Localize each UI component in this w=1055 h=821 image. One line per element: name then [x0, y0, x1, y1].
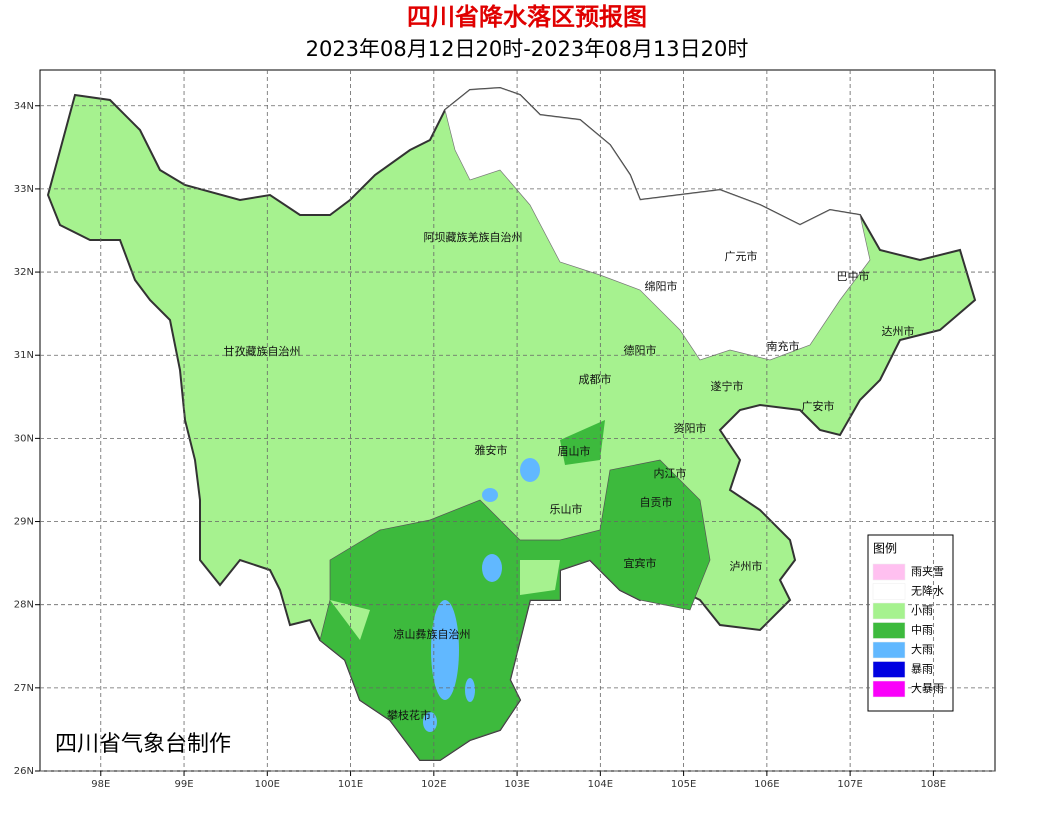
y-tick-label: 26N	[14, 766, 34, 777]
x-tick-label: 108E	[921, 779, 946, 790]
y-tick-label: 32N	[14, 267, 34, 278]
heavy-rain-area	[431, 600, 459, 700]
moderate-rain-area	[560, 420, 605, 465]
legend-label: 小雨	[911, 604, 933, 617]
city-label: 雅安市	[475, 443, 508, 457]
y-tick-label: 34N	[14, 101, 34, 112]
city-label: 广元市	[725, 249, 758, 263]
city-label: 阿坝藏族羌族自治州	[424, 230, 523, 244]
city-label: 遂宁市	[711, 379, 744, 393]
x-tick-label: 102E	[421, 779, 446, 790]
city-label: 宜宾市	[624, 556, 657, 570]
legend-swatch	[872, 641, 906, 659]
city-label: 眉山市	[558, 444, 591, 458]
heavy-rain-area	[465, 678, 475, 702]
y-tick-label: 31N	[14, 350, 34, 361]
heavy-rain-area	[482, 488, 498, 502]
y-tick-label: 27N	[14, 683, 34, 694]
legend-swatch	[872, 563, 906, 581]
legend-swatch	[872, 680, 906, 698]
city-label: 甘孜藏族自治州	[224, 344, 301, 358]
legend-swatch	[872, 602, 906, 620]
city-label: 达州市	[882, 324, 915, 338]
city-label: 内江市	[654, 466, 687, 480]
subtitle: 2023年08月12日20时-2023年08月13日20时	[306, 37, 749, 61]
x-tick-label: 100E	[255, 779, 280, 790]
precip-regions	[46, 86, 977, 761]
title: 四川省降水落区预报图	[407, 3, 647, 31]
legend-label: 无降水	[911, 584, 944, 598]
x-tick-label: 98E	[91, 779, 110, 790]
x-tick-label: 107E	[837, 779, 862, 790]
legend-label: 中雨	[911, 624, 933, 637]
x-tick-label: 104E	[588, 779, 613, 790]
y-tick-label: 33N	[14, 184, 34, 195]
legend-swatch	[872, 583, 906, 600]
legend-swatch	[872, 622, 906, 639]
city-label: 广安市	[802, 399, 835, 413]
heavy-rain-area	[520, 458, 540, 482]
city-label: 泸州市	[730, 559, 763, 573]
legend-title: 图例	[873, 542, 897, 556]
city-label: 资阳市	[674, 421, 707, 435]
moderate-rain-area	[319, 459, 711, 761]
city-label: 自贡市	[640, 495, 673, 509]
city-label: 南充市	[767, 339, 800, 353]
legend-label: 暴雨	[911, 663, 933, 676]
city-label: 乐山市	[550, 502, 583, 516]
no-rain-area	[444, 87, 871, 361]
city-label: 凉山彝族自治州	[394, 627, 471, 641]
heavy-rain-area	[482, 554, 502, 582]
legend-label: 大暴雨	[911, 681, 944, 695]
x-tick-label: 105E	[671, 779, 696, 790]
light-rain-patch	[330, 560, 560, 640]
y-tick-label: 29N	[14, 517, 34, 528]
y-tick-label: 30N	[14, 433, 34, 444]
city-label: 德阳市	[624, 343, 657, 357]
city-label: 攀枝花市	[387, 708, 431, 722]
x-tick-label: 101E	[338, 779, 363, 790]
legend-label: 雨夹雪	[911, 565, 944, 578]
y-tick-label: 28N	[14, 600, 34, 611]
city-label: 巴中市	[837, 269, 870, 283]
legend-swatch	[872, 661, 906, 678]
x-tick-label: 106E	[754, 779, 779, 790]
city-label: 绵阳市	[645, 279, 678, 293]
credit: 四川省气象台制作	[55, 732, 231, 757]
city-label: 成都市	[579, 372, 612, 386]
x-tick-label: 99E	[175, 779, 194, 790]
legend-label: 大雨	[911, 642, 933, 656]
x-tick-label: 103E	[504, 779, 529, 790]
